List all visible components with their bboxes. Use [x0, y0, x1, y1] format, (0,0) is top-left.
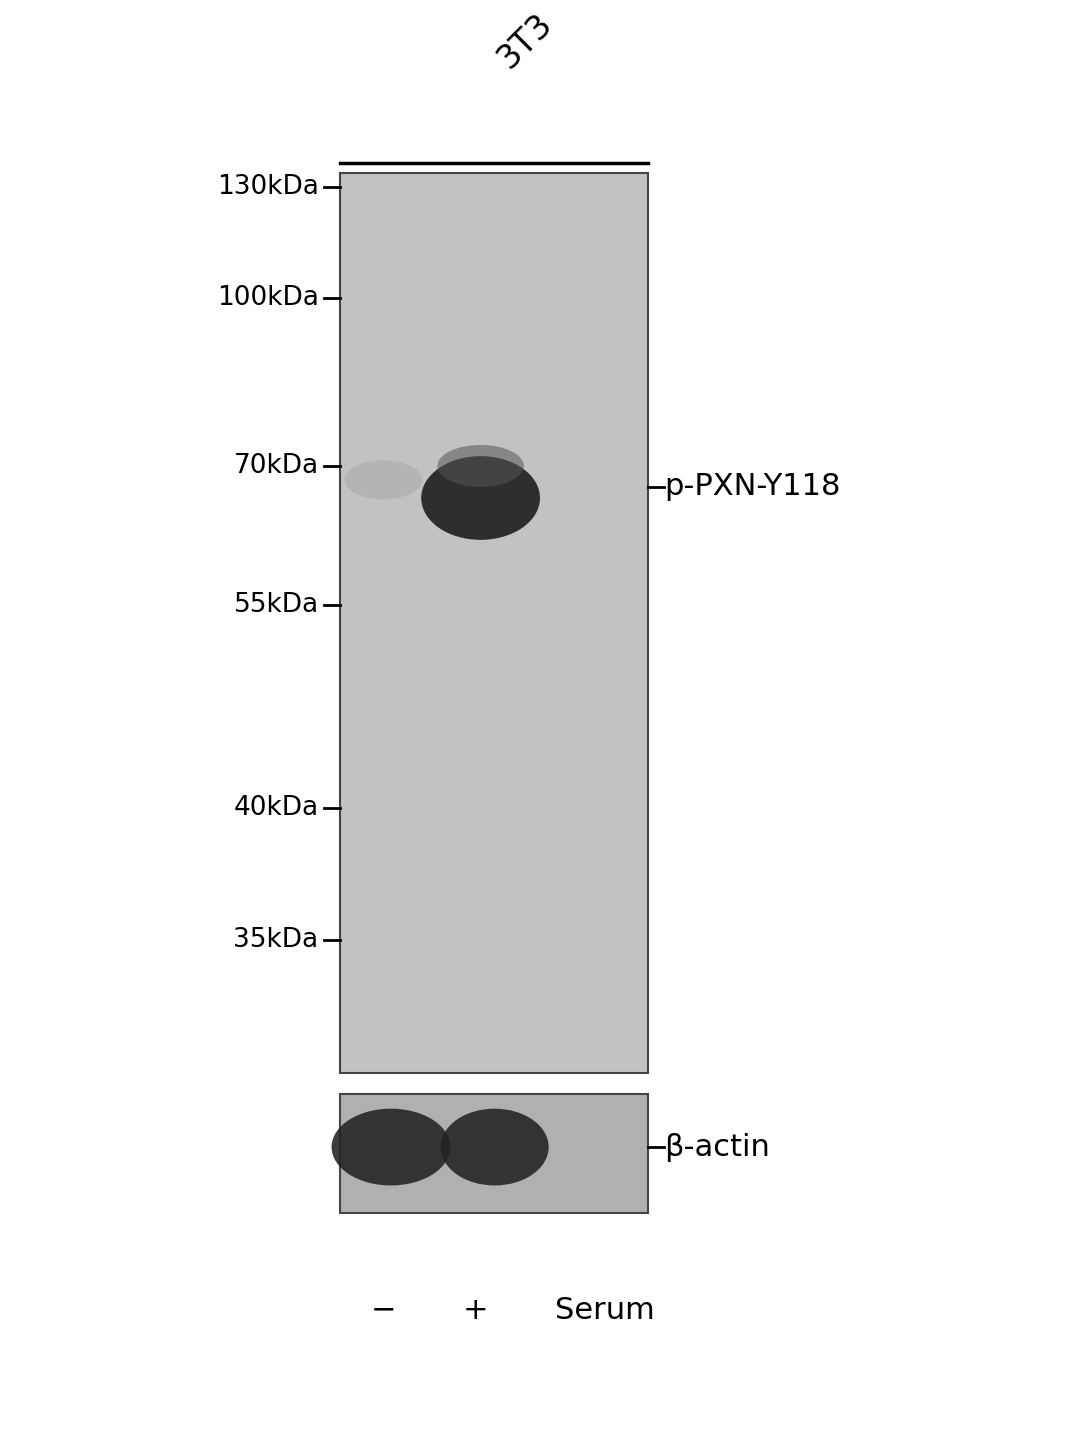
Text: 40kDa: 40kDa: [233, 796, 319, 821]
Text: +: +: [462, 1295, 488, 1325]
Text: Serum: Serum: [555, 1295, 654, 1325]
Text: β-actin: β-actin: [664, 1133, 770, 1162]
Ellipse shape: [441, 1109, 549, 1186]
Ellipse shape: [421, 457, 540, 540]
Ellipse shape: [332, 1109, 450, 1186]
Ellipse shape: [345, 461, 422, 500]
Text: 35kDa: 35kDa: [233, 928, 319, 954]
Text: −: −: [370, 1295, 396, 1325]
Text: p-PXN-Y118: p-PXN-Y118: [664, 472, 840, 501]
Ellipse shape: [437, 445, 524, 487]
Text: 3T3: 3T3: [491, 7, 559, 75]
Bar: [340, 1094, 648, 1212]
Text: 130kDa: 130kDa: [217, 174, 319, 200]
Text: 55kDa: 55kDa: [233, 593, 319, 619]
Text: 70kDa: 70kDa: [233, 452, 319, 478]
Bar: [340, 172, 648, 1073]
Text: 100kDa: 100kDa: [217, 286, 319, 312]
